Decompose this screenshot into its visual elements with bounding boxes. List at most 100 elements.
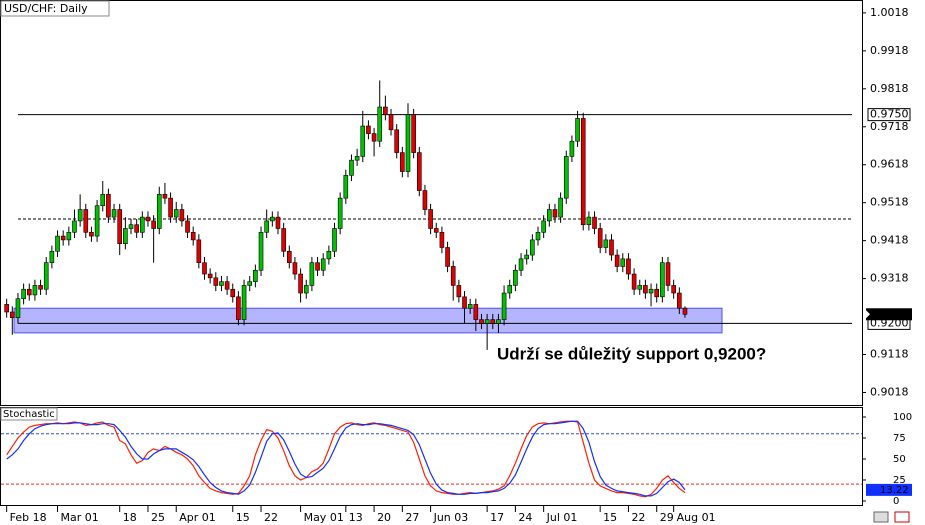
x-tick-label: 29	[660, 511, 674, 524]
label-layer: 1.0018 0.9918 0.9818 0.9718 0.9618 0.9518 0.94…	[10, 6, 912, 524]
candle-body	[173, 209, 179, 218]
grid-layer	[1, 12, 866, 512]
candle-body	[648, 288, 654, 294]
candle-body	[26, 288, 32, 296]
candle-body	[592, 216, 597, 229]
x-tick-label: 15	[603, 511, 617, 524]
candle-body	[479, 319, 484, 324]
y-tick-label: 0.9918	[870, 44, 909, 57]
scroll-icon[interactable]	[873, 511, 889, 523]
candle-body	[4, 304, 9, 313]
candle-body	[405, 114, 411, 172]
y-tick-label: 0.9318	[870, 272, 909, 285]
y-tick-label: 0	[893, 496, 899, 507]
candle-body	[196, 239, 202, 263]
x-tick-label: 24	[518, 511, 532, 524]
x-tick-label: Jul 01	[546, 511, 578, 524]
y-tick-label: 75	[893, 433, 906, 444]
candle-body	[213, 277, 219, 286]
candle-body	[134, 224, 139, 233]
candle-body	[637, 285, 643, 290]
candle-body	[349, 159, 354, 176]
candle-body	[467, 304, 473, 309]
candle-body	[569, 140, 575, 157]
candle-body	[360, 125, 366, 157]
candle-body	[671, 285, 676, 294]
candle-body	[416, 152, 422, 191]
candle-body	[117, 209, 123, 244]
stochastic-title: Stochastic	[3, 409, 55, 420]
candle-body	[332, 228, 337, 252]
candle-body	[38, 285, 43, 290]
candle-body	[535, 231, 541, 241]
candle-body	[682, 307, 688, 315]
candle-body	[270, 216, 275, 222]
candle-body	[156, 194, 162, 229]
candle-body	[315, 262, 320, 271]
candle-body	[190, 231, 196, 241]
last-price-label: 0.9224	[872, 307, 911, 320]
candle-body	[563, 156, 569, 199]
x-tick-label: 22	[264, 511, 278, 524]
candle-body	[72, 220, 77, 233]
candle-body	[275, 216, 281, 229]
candle-body	[168, 197, 173, 218]
candle-body	[530, 239, 535, 256]
candle-body	[32, 285, 38, 296]
candle-body	[219, 281, 224, 286]
candle-body	[343, 175, 349, 199]
candle-body	[21, 288, 26, 300]
x-tick-label: Jun 03	[433, 511, 469, 524]
y-tick-label: 0.9818	[870, 82, 909, 95]
x-tick-label: Aug 01	[677, 511, 716, 524]
candle-body	[258, 231, 264, 271]
candle-body	[654, 288, 660, 298]
y-tick-label: 0.9718	[870, 120, 909, 133]
candle-body	[49, 250, 55, 263]
x-tick-label: 17	[490, 511, 504, 524]
chart-title: USD/CHF: Daily	[4, 2, 88, 15]
candle-body	[247, 281, 253, 286]
candle-body	[236, 296, 241, 320]
candle-body	[55, 235, 60, 252]
stochastic-panel-border	[0, 407, 863, 506]
annotation: Udrží se důležitý support 0,9200?	[497, 344, 766, 363]
candle-body	[185, 220, 190, 233]
candle-body	[292, 262, 298, 275]
candle-body	[484, 319, 490, 324]
x-tick-label: Apr 01	[179, 511, 216, 524]
stochastic-title-box	[0, 407, 58, 421]
candle-body	[383, 106, 388, 115]
candle-body	[433, 228, 439, 233]
support-zone	[13, 307, 723, 334]
candle-body	[94, 205, 100, 237]
stochastic-line	[6, 420, 686, 497]
candle-body	[320, 258, 326, 271]
candle-body	[145, 216, 151, 222]
y-tick-label: 100	[893, 412, 912, 423]
x-tick-label: 18	[123, 511, 137, 524]
candle-body	[462, 296, 467, 309]
x-tick-label: 13	[349, 511, 363, 524]
candle-body	[575, 118, 580, 142]
x-tick-label: Mar 01	[61, 511, 99, 524]
candle-body	[643, 285, 648, 294]
candle-body	[626, 258, 631, 275]
x-tick-label: 25	[151, 511, 165, 524]
candle-body	[496, 319, 501, 324]
candle-body	[603, 239, 609, 248]
candle-body	[43, 262, 49, 290]
candle-body	[513, 269, 518, 286]
candle-body	[609, 239, 614, 256]
pin-icon[interactable]	[894, 511, 910, 523]
y-tick-label: 50	[893, 454, 906, 465]
x-tick-label: May 01	[304, 511, 344, 524]
candle-body	[66, 231, 72, 241]
candle-body	[298, 273, 303, 294]
candle-body	[665, 262, 671, 286]
candle-body	[518, 258, 524, 271]
candle-body	[230, 288, 236, 298]
x-tick-label: 27	[405, 511, 419, 524]
candle-body	[411, 114, 416, 153]
candle-body	[586, 216, 592, 226]
